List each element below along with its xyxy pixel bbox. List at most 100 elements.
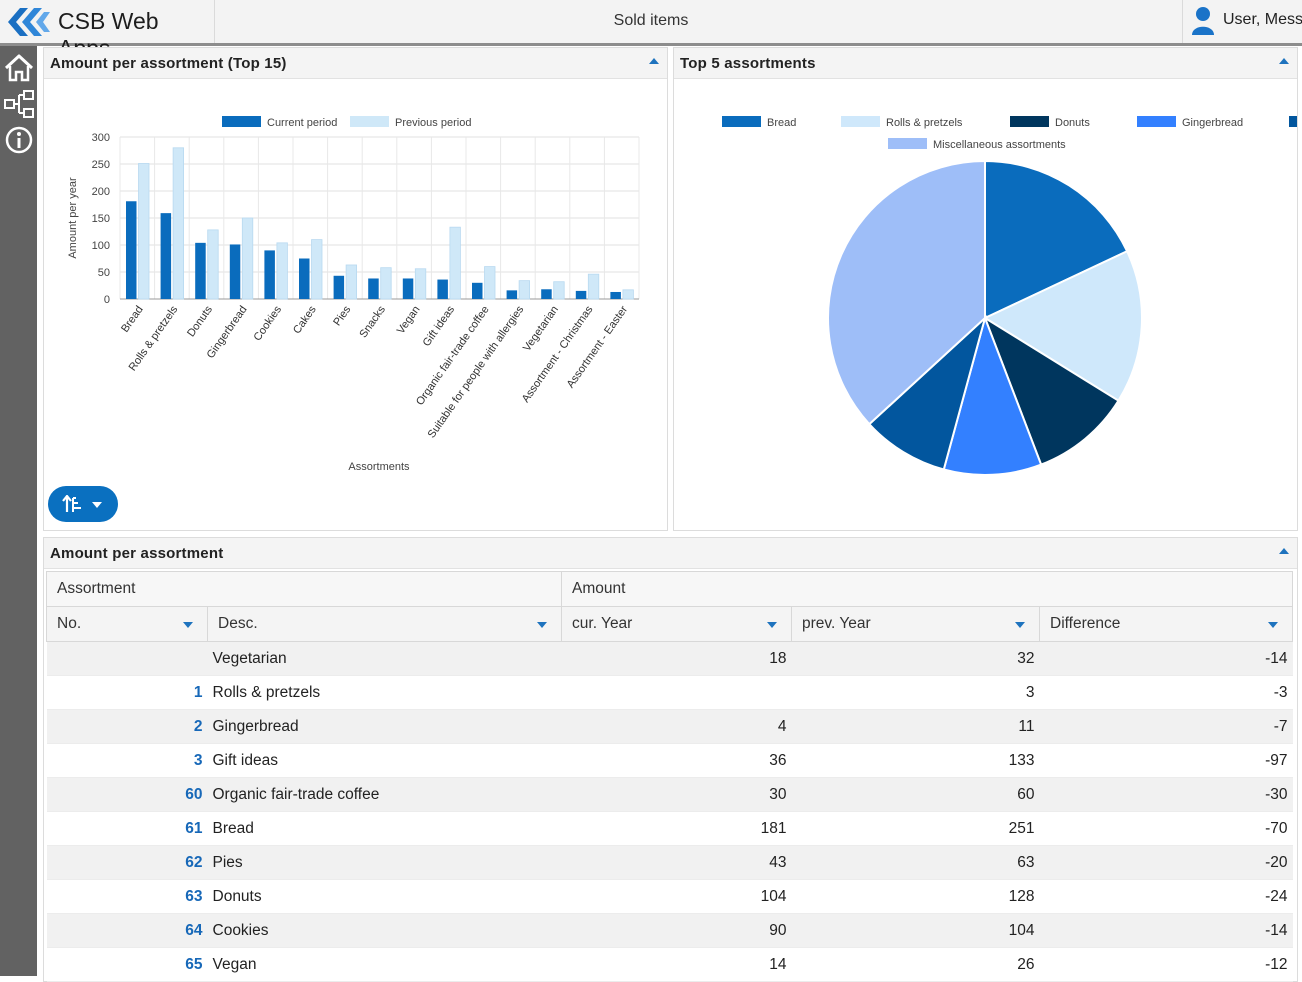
- cell-desc: Bread: [207, 811, 562, 846]
- x-tick-label: Pies: [331, 303, 353, 328]
- cell-prev-year: 104: [791, 913, 1040, 948]
- cell-cur-year: 30: [561, 777, 792, 812]
- sort-dropdown-icon[interactable]: [537, 622, 548, 628]
- bar-previous: [449, 226, 461, 300]
- bar-current: [402, 278, 414, 299]
- cell-prev-year: 133: [791, 743, 1040, 778]
- cell-desc: Donuts: [207, 879, 562, 914]
- table-row[interactable]: 62 Pies 43 63 -20: [46, 845, 1293, 880]
- cell-cur-year: 104: [561, 879, 792, 914]
- column-header-prev-year[interactable]: prev. Year: [791, 606, 1041, 642]
- panel-header: Amount per assortment: [44, 538, 1297, 569]
- info-icon[interactable]: [3, 124, 35, 156]
- top-bar: CSB Web Apps Sold items User, Messe: [0, 0, 1302, 61]
- cell-prev-year: 11: [791, 709, 1040, 744]
- panel-title: Amount per assortment (Top 15): [50, 55, 287, 72]
- legend-swatch: [888, 138, 927, 149]
- home-icon[interactable]: [3, 52, 35, 84]
- cell-no: 2: [46, 709, 208, 744]
- bar-current: [195, 242, 206, 299]
- bar-previous: [414, 268, 427, 300]
- cell-cur-year: [561, 675, 792, 710]
- csb-logo-icon: [8, 8, 50, 36]
- table-row[interactable]: 3 Gift ideas 36 133 -97: [46, 743, 1293, 778]
- bar-current: [333, 275, 345, 299]
- cell-difference: -7: [1039, 709, 1293, 744]
- x-tick-label: Gift ideas: [421, 303, 458, 348]
- column-label: Difference: [1050, 615, 1121, 632]
- table-row[interactable]: 64 Cookies 90 104 -14: [46, 913, 1293, 948]
- bar-current: [299, 258, 310, 299]
- x-axis-label: Assortments: [348, 461, 410, 473]
- user-icon: [1192, 7, 1214, 35]
- table-row[interactable]: 63 Donuts 104 128 -24: [46, 879, 1293, 914]
- user-menu[interactable]: User, Messe: [1182, 0, 1302, 43]
- table-row[interactable]: 60 Organic fair-trade coffee 30 60 -30: [46, 777, 1293, 812]
- y-tick-label: 150: [92, 213, 110, 225]
- pie-chart-panel: Top 5 assortments Bread Rolls & pretzels D…: [673, 47, 1298, 531]
- legend-label: Bread: [767, 117, 796, 129]
- cell-desc: Gift ideas: [207, 743, 562, 778]
- legend-swatch: [841, 116, 880, 127]
- table-row[interactable]: Vegetarian 18 32 -14: [46, 641, 1293, 676]
- bar-previous: [587, 273, 600, 300]
- column-label: prev. Year: [802, 615, 871, 632]
- table-row[interactable]: 65 Vegan 14 26 -12: [46, 947, 1293, 982]
- panel-header: Amount per assortment (Top 15): [44, 48, 667, 79]
- x-tick-label: Bread: [119, 304, 146, 335]
- sort-dropdown-icon[interactable]: [767, 622, 778, 628]
- sidebar: [0, 46, 37, 976]
- sort-button[interactable]: [48, 486, 118, 522]
- cell-desc: Pies: [207, 845, 562, 880]
- table-row[interactable]: 1 Rolls & pretzels 3 -3: [46, 675, 1293, 710]
- bar-chart-panel: Amount per assortment (Top 15) 0 50 100 150…: [43, 47, 668, 531]
- collapse-icon[interactable]: [1279, 548, 1289, 554]
- sitemap-icon[interactable]: [3, 88, 35, 120]
- user-name: User, Messe: [1223, 11, 1302, 28]
- x-tick-label: Vegan: [395, 304, 423, 336]
- collapse-icon[interactable]: [1279, 58, 1289, 64]
- legend-swatch: [1010, 116, 1049, 127]
- legend-swatch: [722, 116, 761, 127]
- cell-desc: Gingerbread: [207, 709, 562, 744]
- x-tick-label: Cakes: [291, 303, 319, 336]
- column-header-cur-year[interactable]: cur. Year: [561, 606, 793, 642]
- cell-prev-year: 26: [791, 947, 1040, 982]
- table-row[interactable]: 61 Bread 181 251 -70: [46, 811, 1293, 846]
- pie-slice: [982, 249, 1143, 403]
- collapse-icon[interactable]: [649, 58, 659, 64]
- sort-dropdown-icon[interactable]: [1015, 622, 1026, 628]
- pie-slice: [827, 159, 986, 426]
- sort-dropdown-icon[interactable]: [183, 622, 193, 628]
- cell-no: 64: [46, 913, 208, 948]
- panel-title: Top 5 assortments: [680, 55, 816, 72]
- cell-no: 3: [46, 743, 208, 778]
- table-row[interactable]: 2 Gingerbread 4 11 -7: [46, 709, 1293, 744]
- sort-dropdown-icon[interactable]: [1268, 622, 1279, 628]
- column-header-difference[interactable]: Difference: [1039, 606, 1294, 642]
- column-label: No.: [57, 615, 82, 632]
- column-header-no[interactable]: No.: [46, 606, 208, 642]
- column-header-desc[interactable]: Desc.: [206, 606, 563, 642]
- cell-no: 60: [46, 777, 208, 812]
- bar-previous: [311, 239, 323, 300]
- legend-label: Miscellaneous assortments: [933, 139, 1066, 151]
- bar-current: [541, 289, 552, 299]
- pie-slice: [942, 314, 1043, 476]
- legend-label: Donuts: [1055, 117, 1090, 129]
- bar-previous: [138, 163, 150, 300]
- pie-slice: [867, 314, 987, 471]
- bar-current: [610, 291, 621, 299]
- cell-no: [46, 641, 208, 676]
- cell-difference: -97: [1039, 743, 1293, 778]
- y-tick-label: 250: [92, 159, 110, 171]
- pie-slice: [983, 315, 1120, 466]
- cell-cur-year: 18: [561, 641, 792, 676]
- legend-label: Gingerbread: [1182, 117, 1243, 129]
- cell-difference: -14: [1039, 641, 1293, 676]
- bar-current: [472, 282, 483, 299]
- cell-difference: -24: [1039, 879, 1293, 914]
- legend-swatch: [1289, 116, 1297, 127]
